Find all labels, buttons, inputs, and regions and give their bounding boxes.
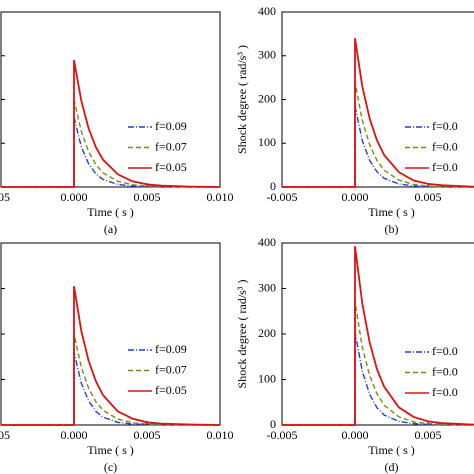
x-tick-label: -0.005 (267, 190, 298, 204)
legend-label: f=0.05 (155, 383, 187, 397)
plot-frame (0, 11, 221, 188)
x-axis-label: Time ( s ) (368, 443, 415, 457)
series-line (282, 38, 474, 188)
legend-label: f=0.0 (432, 344, 458, 358)
legend-label: f=0.05 (155, 160, 187, 174)
x-tick-label: 0.010 (207, 190, 234, 204)
plot-frame (0, 242, 221, 426)
y-tick-label: 300 (258, 280, 276, 294)
legend-label: f=0.0 (432, 139, 458, 153)
x-tick-label: 0.000 (342, 428, 369, 442)
series-line (1, 352, 220, 426)
x-tick-label: 0.010 (207, 428, 234, 442)
x-axis-label: Time ( s ) (368, 205, 415, 219)
legend-label: f=0.0 (432, 364, 458, 378)
legend-label: f=0.07 (155, 139, 187, 153)
caption: (c) (104, 460, 117, 474)
series-line (282, 105, 474, 188)
x-tick-label: 0.000 (61, 190, 88, 204)
y-tick-label: 200 (258, 326, 276, 340)
x-tick-label: 005 (0, 428, 10, 442)
x-tick-label: 0.005 (134, 190, 161, 204)
legend-label: f=0.0 (432, 385, 458, 399)
y-tick-label: 300 (258, 48, 276, 62)
x-tick-label: 0.005 (415, 190, 442, 204)
y-tick-label: 200 (258, 91, 276, 105)
legend-label: f=0.0 (432, 160, 458, 174)
y-tick-label: 0 (270, 179, 276, 193)
x-axis-label: Time ( s ) (87, 443, 134, 457)
legend-label: f=0.0 (432, 119, 458, 133)
y-axis-label: Shock degree ( rad/s³ ) (235, 45, 249, 154)
series-line (1, 286, 221, 426)
x-tick-label: 0.000 (342, 190, 369, 204)
y-tick-label: 100 (258, 371, 276, 385)
x-tick-label: 005 (0, 190, 10, 204)
y-tick-label: 400 (258, 4, 276, 18)
series-line (1, 333, 220, 426)
caption: (a) (104, 222, 117, 236)
y-tick-label: 400 (258, 235, 276, 249)
series-line (1, 59, 221, 188)
x-tick-label: 0.000 (61, 428, 88, 442)
caption: (d) (385, 460, 399, 474)
legend-label: f=0.09 (155, 342, 187, 356)
y-tick-label: 0 (270, 417, 276, 431)
legend-label: f=0.07 (155, 362, 187, 376)
y-axis-label: Shock degree ( rad/s³ ) (235, 280, 249, 389)
y-tick-label: 100 (258, 135, 276, 149)
caption: (b) (385, 222, 399, 236)
x-axis-label: Time ( s ) (87, 205, 134, 219)
legend-label: f=0.09 (155, 119, 187, 133)
x-tick-label: -0.005 (267, 428, 298, 442)
series-line (282, 246, 474, 426)
x-tick-label: 0.005 (134, 428, 161, 442)
x-tick-label: 0.005 (415, 428, 442, 442)
series-line (1, 99, 220, 188)
